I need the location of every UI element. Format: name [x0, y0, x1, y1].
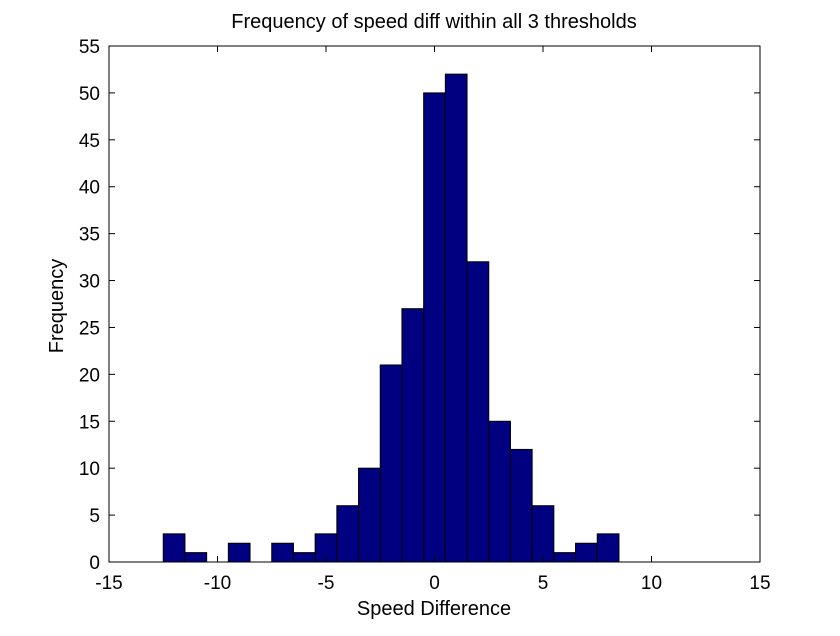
tick-labels-group: -15 -10 -5 0 5 10 15 0 5 10 15 20 25 30 35 40 45 50 55	[79, 37, 771, 594]
y-tick-label: 25	[79, 318, 100, 339]
y-tick-label: 55	[79, 37, 100, 58]
histogram-bar	[423, 92, 446, 563]
histogram-bar	[227, 542, 251, 563]
histogram-bar	[531, 505, 555, 563]
histogram-bar	[336, 505, 360, 563]
histogram-bar	[358, 467, 381, 563]
y-tick-label: 15	[79, 412, 100, 433]
y-tick-label: 20	[79, 365, 100, 386]
y-tick-label: 50	[79, 84, 100, 105]
histogram-bar	[401, 308, 425, 563]
y-axis-label: Frequency	[46, 259, 68, 354]
y-tick-label: 0	[89, 553, 100, 574]
x-axis-label: Speed Difference	[357, 598, 511, 620]
histogram-bar	[444, 73, 468, 563]
histogram-bar	[292, 552, 316, 563]
histogram-bar	[488, 420, 511, 563]
histogram-bar	[162, 533, 186, 563]
y-tick-label: 30	[79, 272, 100, 293]
y-tick-label: 35	[79, 225, 100, 246]
x-tick-label: 5	[538, 573, 549, 594]
x-tick-label: -10	[204, 573, 231, 594]
histogram-bar	[575, 542, 598, 563]
histogram-bar	[596, 533, 620, 563]
bars-group	[162, 73, 620, 563]
y-tick-label: 5	[89, 506, 100, 527]
x-tick-label: 15	[749, 573, 770, 594]
histogram-bar	[466, 261, 490, 563]
axes-box	[108, 45, 761, 563]
histogram-bar	[379, 364, 403, 563]
histogram-bar	[271, 542, 294, 563]
histogram-bar	[184, 552, 208, 563]
chart-title: Frequency of speed diff within all 3 thr…	[231, 11, 636, 33]
x-tick-label: -5	[318, 573, 335, 594]
x-tick-label: -15	[95, 573, 122, 594]
histogram-bar	[509, 448, 533, 563]
histogram-bar	[553, 552, 577, 563]
y-tick-label: 10	[79, 459, 100, 480]
x-tick-label: 0	[429, 573, 440, 594]
y-tick-label: 40	[79, 178, 100, 199]
y-tick-label: 45	[79, 131, 100, 152]
x-tick-label: 10	[641, 573, 662, 594]
